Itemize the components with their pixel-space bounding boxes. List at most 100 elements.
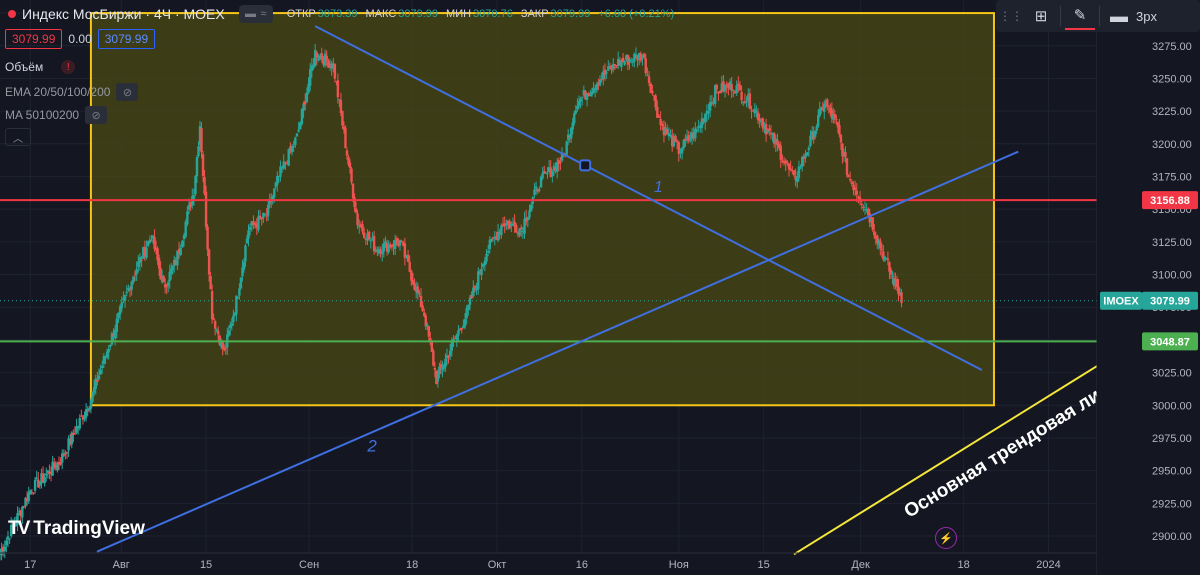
candle-body bbox=[427, 326, 430, 337]
low-label: МИН bbox=[446, 8, 472, 20]
candle-body bbox=[30, 492, 34, 494]
sell-price-button[interactable]: 3079.99 bbox=[5, 29, 63, 49]
candle-body bbox=[615, 67, 618, 69]
candle-body bbox=[882, 251, 885, 260]
candle-body bbox=[513, 221, 516, 227]
candle-body bbox=[115, 318, 119, 332]
candle-body bbox=[133, 274, 137, 276]
candle-body bbox=[774, 138, 777, 145]
candle-body bbox=[300, 109, 304, 125]
candle-body bbox=[109, 344, 112, 347]
line-width-value[interactable]: 3px bbox=[1136, 8, 1157, 24]
change-value: +6.60 (+0.21%) bbox=[598, 8, 675, 20]
candle-body bbox=[480, 268, 483, 276]
candle-body bbox=[187, 204, 191, 210]
candle-body bbox=[483, 260, 487, 266]
candle-body bbox=[230, 323, 234, 326]
candle-body bbox=[541, 173, 544, 179]
candle-body bbox=[390, 245, 394, 247]
drag-handle-icon[interactable]: ⋮⋮ bbox=[999, 9, 1023, 23]
candle-body bbox=[760, 120, 763, 123]
hidden-eye-icon[interactable]: ⊘ bbox=[116, 83, 139, 101]
candle-body bbox=[485, 253, 488, 262]
color-picker-button[interactable]: ✎ bbox=[1065, 2, 1095, 30]
candle-body bbox=[789, 168, 792, 171]
candle-body bbox=[239, 277, 243, 289]
horizontal-levels bbox=[0, 199, 1097, 343]
candle-body bbox=[207, 249, 211, 275]
candle-body bbox=[797, 166, 801, 179]
candle-body bbox=[523, 218, 526, 234]
candle-body bbox=[590, 91, 594, 96]
candle-body bbox=[138, 257, 142, 263]
candle-body bbox=[707, 111, 710, 114]
candle-body bbox=[229, 325, 232, 328]
candle-body bbox=[276, 175, 279, 185]
lightning-icon[interactable]: ⚡ bbox=[935, 527, 957, 549]
candle-body bbox=[49, 471, 53, 474]
candle-body bbox=[455, 334, 458, 341]
candle-body bbox=[165, 286, 168, 288]
candle-body bbox=[54, 465, 58, 469]
candle-body bbox=[21, 506, 24, 518]
candle-body bbox=[43, 477, 46, 484]
candle-body bbox=[348, 162, 352, 169]
compare-toggle[interactable]: ▬ ≈ bbox=[238, 5, 273, 23]
candle-body bbox=[892, 277, 896, 286]
candle-body bbox=[125, 291, 128, 294]
candle-body bbox=[810, 131, 814, 136]
warning-icon[interactable]: ! bbox=[61, 60, 76, 74]
candle-body bbox=[400, 241, 403, 243]
candle-body bbox=[453, 337, 457, 339]
candle-body bbox=[235, 295, 238, 315]
candle-body bbox=[505, 223, 508, 226]
candle-body bbox=[392, 243, 395, 248]
indicator-ma[interactable]: MA 50100200 ⊘ bbox=[5, 106, 108, 124]
candle-body bbox=[233, 312, 237, 316]
candle-body bbox=[704, 113, 707, 123]
trend-label-2: 2 bbox=[366, 437, 377, 456]
candle-body bbox=[318, 55, 322, 59]
time-tick-label: 18 bbox=[406, 559, 418, 571]
candle-body bbox=[5, 540, 8, 546]
candle-body bbox=[81, 417, 85, 420]
symbol-title[interactable]: Индекс МосБиржи · 4Ч · MOEX bbox=[22, 6, 225, 22]
candle-body bbox=[181, 240, 184, 248]
candle-body bbox=[692, 132, 695, 139]
candle-body bbox=[468, 297, 472, 305]
candle-body bbox=[236, 297, 240, 299]
candle-body bbox=[841, 143, 844, 157]
candle-body bbox=[812, 131, 815, 140]
candle-body bbox=[857, 196, 860, 198]
candle-body bbox=[623, 61, 626, 65]
indicator-volume[interactable]: Объём ! bbox=[5, 60, 76, 74]
candle-body bbox=[285, 163, 289, 165]
candle-body bbox=[756, 112, 760, 121]
candle-body bbox=[549, 167, 552, 178]
candle-body bbox=[577, 101, 581, 106]
candle-body bbox=[244, 245, 247, 262]
collapse-legend-button[interactable]: ︿ bbox=[5, 128, 31, 146]
ohlc-legend: ОТКР 3073.39 МАКС 3079.99 МИН 3070.76 ЗАКР 3… bbox=[287, 8, 682, 20]
candle-body bbox=[503, 223, 506, 227]
candle-body bbox=[59, 462, 62, 465]
candle-body bbox=[297, 129, 300, 132]
candle-body bbox=[629, 59, 633, 61]
buy-price-button[interactable]: 3079.99 bbox=[97, 29, 156, 49]
line-width-icon[interactable]: ▬ bbox=[1110, 5, 1128, 26]
template-icon[interactable]: ⊞ bbox=[1034, 8, 1048, 25]
candle-body bbox=[73, 433, 77, 435]
candle-body bbox=[113, 329, 117, 339]
candle-body bbox=[900, 292, 903, 304]
drawn-rectangle[interactable] bbox=[89, 12, 995, 407]
candle-body bbox=[32, 492, 35, 494]
level-price-tag bbox=[1142, 191, 1198, 210]
candle-body bbox=[855, 190, 858, 195]
candle-body bbox=[646, 75, 649, 77]
hidden-eye-icon[interactable]: ⊘ bbox=[85, 106, 108, 124]
indicator-ema[interactable]: EMA 20/50/100/200 ⊘ bbox=[5, 83, 139, 101]
candle-body bbox=[753, 108, 756, 114]
candle-body bbox=[636, 55, 639, 61]
candle-body bbox=[123, 295, 127, 301]
